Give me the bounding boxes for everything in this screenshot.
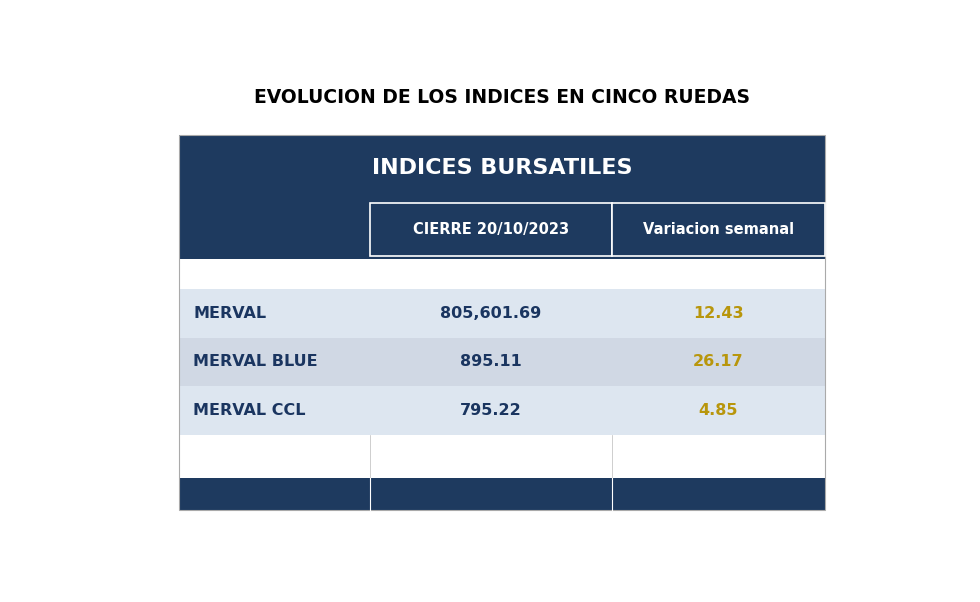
Text: 805,601.69: 805,601.69	[440, 306, 542, 321]
Text: 895.11: 895.11	[460, 355, 521, 370]
Text: CIERRE 20/10/2023: CIERRE 20/10/2023	[413, 222, 569, 237]
Text: Variacion semanal: Variacion semanal	[643, 222, 794, 237]
Text: MERVAL: MERVAL	[193, 306, 267, 321]
Text: 4.85: 4.85	[699, 403, 738, 418]
Text: EVOLUCION DE LOS INDICES EN CINCO RUEDAS: EVOLUCION DE LOS INDICES EN CINCO RUEDAS	[254, 88, 751, 108]
Text: 26.17: 26.17	[693, 355, 744, 370]
Text: INDICES BURSATILES: INDICES BURSATILES	[372, 158, 632, 178]
Text: MERVAL BLUE: MERVAL BLUE	[193, 355, 318, 370]
Text: 795.22: 795.22	[460, 403, 521, 418]
Text: MERVAL CCL: MERVAL CCL	[193, 403, 306, 418]
Text: 12.43: 12.43	[693, 306, 744, 321]
Bar	[179, 435, 825, 479]
Bar	[179, 479, 825, 510]
Bar	[179, 259, 825, 289]
